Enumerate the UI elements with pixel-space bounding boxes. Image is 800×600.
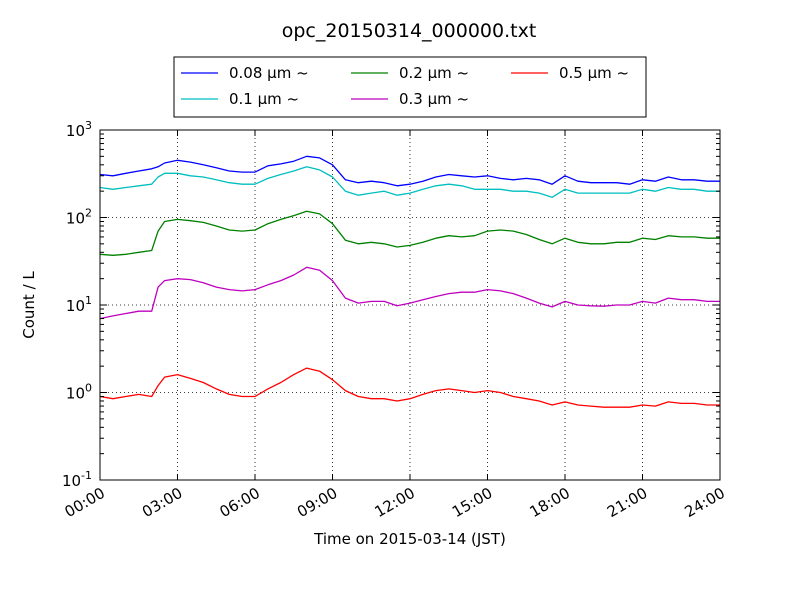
legend-label: 0.3 μm ~ bbox=[399, 90, 469, 108]
legend-label: 0.1 μm ~ bbox=[229, 90, 299, 108]
x-axis-label: Time on 2015-03-14 (JST) bbox=[313, 530, 506, 548]
legend-box bbox=[173, 56, 647, 118]
chart-title: opc_20150314_000000.txt bbox=[282, 20, 537, 42]
series-line bbox=[99, 266, 720, 320]
y-axis-label: Count / L bbox=[20, 271, 38, 339]
series-line bbox=[99, 155, 720, 187]
series-lines bbox=[99, 155, 720, 408]
legend-label: 0.5 μm ~ bbox=[559, 64, 629, 82]
series-line bbox=[99, 210, 720, 256]
series-line bbox=[99, 367, 720, 408]
legend-label: 0.2 μm ~ bbox=[399, 64, 469, 82]
axis-ticks bbox=[99, 129, 721, 481]
legend: 0.08 μm ~ 0.1 μm ~ 0.2 μm ~ 0.3 μm ~ 0.5 μm … bbox=[173, 56, 647, 118]
series-line bbox=[99, 166, 720, 198]
legend-label: 0.08 μm ~ bbox=[229, 64, 309, 82]
legend-entries: 0.08 μm ~ 0.1 μm ~ 0.2 μm ~ 0.3 μm ~ 0.5 μm … bbox=[181, 64, 629, 108]
